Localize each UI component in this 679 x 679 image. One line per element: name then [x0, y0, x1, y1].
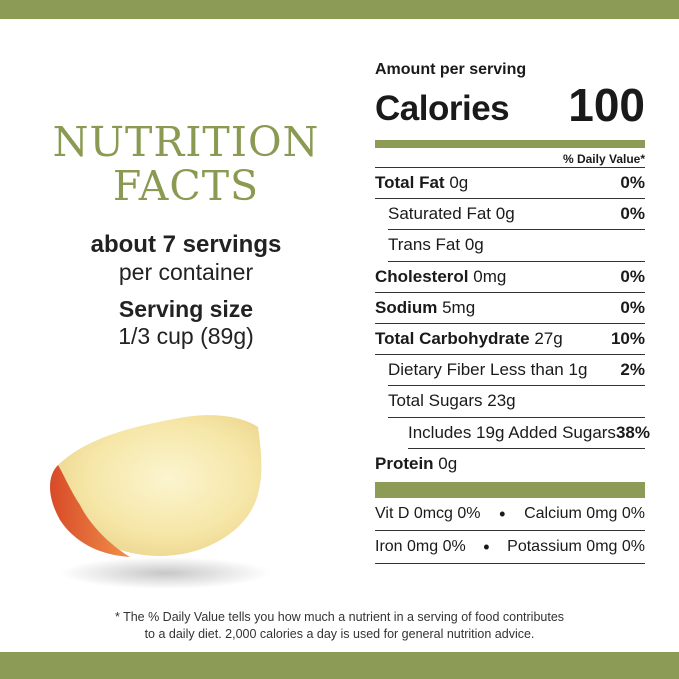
nutrient-percent: 10%	[610, 329, 645, 349]
nutrient-label: Trans Fat	[388, 235, 461, 255]
title-line-2: FACTS	[112, 162, 260, 210]
vitamins-row-2: Iron 0mg 0% • Potassium 0mg 0%	[375, 531, 645, 564]
row-protein: Protein 0g	[375, 449, 645, 480]
serving-size-label: Serving size	[118, 296, 254, 322]
apple-slice-image	[50, 415, 270, 589]
nutrient-label: Total Fat	[375, 173, 445, 193]
daily-value-header: % Daily Value*	[375, 148, 645, 168]
calories-divider	[375, 140, 645, 148]
nutrient-amount: 0g	[495, 204, 515, 224]
serving-size-value: 1/3 cup (89g)	[118, 323, 254, 349]
bottom-accent-band	[0, 652, 679, 679]
nutrient-label: Protein	[375, 454, 434, 474]
nutrient-amount: 0g	[464, 235, 484, 255]
calories-label: Calories	[375, 89, 510, 128]
row-trans-fat: Trans Fat 0g	[388, 230, 645, 262]
nutrient-label: Total Sugars	[388, 391, 483, 411]
nutrient-amount: 0mg	[473, 266, 507, 286]
nutrient-amount: 0g	[438, 454, 458, 474]
nutrient-amount: 23g	[487, 391, 516, 411]
vitamin-d: Vit D 0mcg 0%	[375, 504, 481, 522]
row-total-fat: Total Fat 0g 0%	[375, 168, 645, 200]
calories-value: 100	[568, 79, 645, 131]
calories-row: Calories 100	[375, 80, 645, 130]
row-total-carbohydrate: Total Carbohydrate 27g 10%	[375, 324, 645, 356]
row-cholesterol: Cholesterol 0mg 0%	[375, 262, 645, 293]
row-dietary-fiber: Dietary Fiber Less than 1g 2%	[388, 355, 645, 387]
nutrient-label: Total Carbohydrate	[375, 329, 530, 349]
daily-value-footnote: * The % Daily Value tells you how much a…	[0, 609, 679, 643]
nutrition-facts-panel: Amount per serving Calories 100 % Daily …	[375, 60, 650, 564]
nutrient-label: Saturated Fat	[388, 204, 492, 224]
row-total-sugars: Total Sugars 23g	[388, 386, 645, 418]
bullet-separator: •	[483, 536, 490, 557]
amount-per-serving: Amount per serving	[375, 61, 527, 78]
nutrient-label: Includes 19g Added Sugars	[408, 422, 616, 442]
nutrient-label: Dietary Fiber Less than	[388, 360, 564, 380]
nutrient-label: Sodium	[375, 297, 438, 317]
vitamins-divider	[375, 481, 645, 498]
footnote-line-1: * The % Daily Value tells you how much a…	[114, 610, 565, 624]
nutrient-amount: 1g	[568, 360, 588, 380]
title-line-1: NUTRITION	[52, 118, 320, 166]
iron: Iron 0mg 0%	[375, 537, 466, 555]
row-sodium: Sodium 5mg 0%	[375, 293, 645, 324]
per-container: per container	[118, 259, 254, 285]
nutrient-label: Cholesterol	[375, 266, 469, 286]
nutrition-summary: NUTRITION FACTS about 7 servings per con…	[0, 120, 372, 350]
nutrient-percent: 0%	[620, 173, 645, 193]
servings-count: about 7 servings	[90, 231, 282, 258]
nutrient-percent: 0%	[620, 266, 645, 286]
nutrient-amount: 27g	[534, 329, 563, 349]
calcium: Calcium 0mg 0%	[524, 504, 645, 522]
top-accent-band	[0, 0, 679, 19]
nutrient-amount: 5mg	[442, 297, 476, 317]
nutrient-percent: 0%	[620, 204, 645, 224]
vitamins-row-1: Vit D 0mcg 0% • Calcium 0mg 0%	[375, 498, 645, 531]
nutrient-percent: 2%	[620, 360, 645, 380]
potassium: Potassium 0mg 0%	[507, 537, 645, 555]
footnote-line-2: to a daily diet. 2,000 calories a day is…	[144, 627, 535, 641]
row-saturated-fat: Saturated Fat 0g 0%	[388, 199, 645, 231]
nutrient-amount: 0g	[449, 173, 469, 193]
bullet-separator: •	[499, 503, 506, 524]
row-added-sugars: Includes 19g Added Sugars 38%	[408, 418, 650, 449]
nutrient-percent: 0%	[620, 297, 645, 317]
nutrient-percent: 38%	[615, 422, 650, 442]
